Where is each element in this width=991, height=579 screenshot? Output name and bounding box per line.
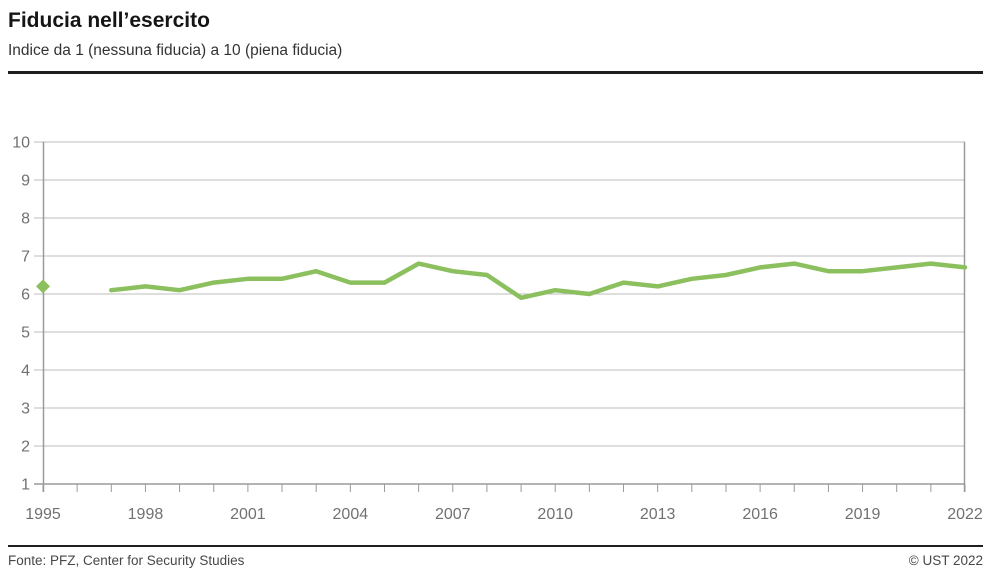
x-axis-tick-label: 2022 (947, 506, 983, 523)
page-title: Fiducia nell’esercito (8, 9, 210, 32)
isolated-diamond-marker (36, 279, 50, 294)
y-axis-tick-label: 3 (21, 401, 30, 418)
chart-footer: Fonte: PFZ, Center for Security Studies … (8, 545, 983, 579)
trust-series-line (109, 261, 968, 301)
x-axis-tick-label: 1998 (128, 506, 164, 523)
y-axis-tick-label: 9 (21, 173, 30, 190)
x-axis-tick-label: 2010 (537, 506, 573, 523)
x-axis-tick-label: 2019 (845, 506, 881, 523)
source-note: Fonte: PFZ, Center for Security Studies (8, 553, 245, 568)
y-axis-tick-label: 4 (21, 363, 30, 380)
x-axis-tick-label: 2004 (333, 506, 369, 523)
footer-divider (8, 545, 983, 547)
y-axis-tick-label: 8 (21, 211, 30, 228)
y-axis-tick-label: 6 (21, 287, 30, 304)
page-subtitle: Indice da 1 (nessuna fiducia) a 10 (pien… (8, 42, 343, 59)
copyright-note: © UST 2022 (908, 553, 983, 568)
x-axis-tick-label: 1995 (25, 506, 61, 523)
y-axis-tick-label: 2 (21, 439, 30, 456)
x-axis-tick-label: 2007 (435, 506, 471, 523)
y-axis-tick-label: 7 (21, 249, 30, 266)
y-axis-tick-label: 5 (21, 325, 30, 342)
x-axis-tick-label: 2013 (640, 506, 676, 523)
y-axis-tick-label: 10 (12, 135, 30, 152)
y-axis-tick-label: 1 (21, 477, 30, 494)
x-axis-tick-label: 2001 (230, 506, 266, 523)
x-axis-tick-label: 2016 (742, 506, 778, 523)
chart-header: Fiducia nell’esercito Indice da 1 (nessu… (8, 0, 983, 60)
title-divider (8, 71, 983, 74)
